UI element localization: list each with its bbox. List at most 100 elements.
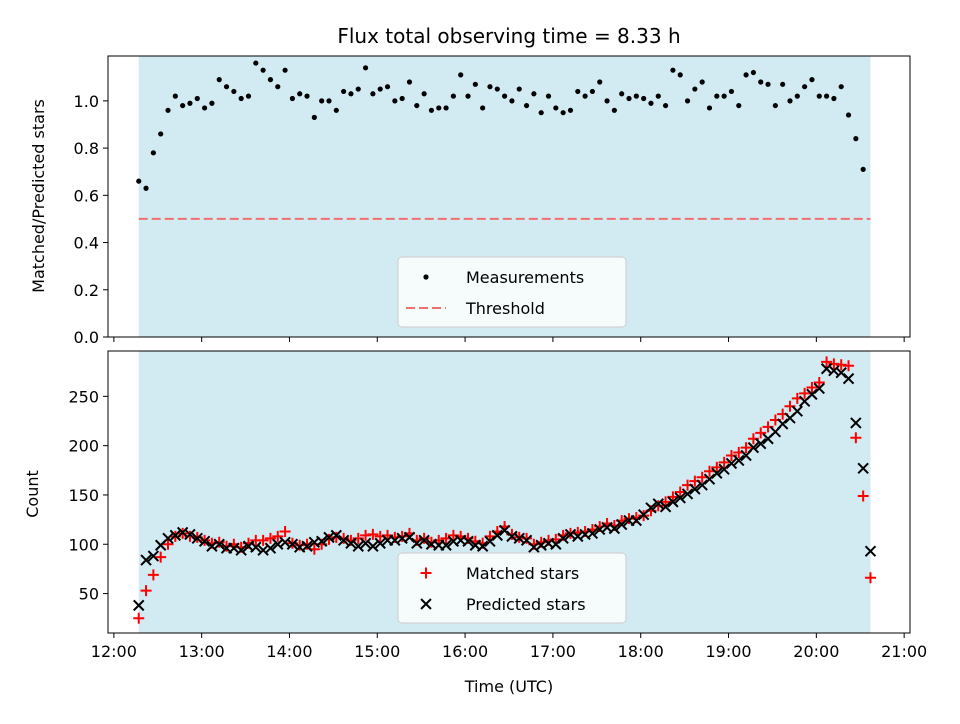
data-point: [747, 441, 760, 454]
data-point: [150, 150, 156, 156]
data-point: [184, 528, 196, 541]
data-point: [850, 432, 862, 444]
data-point: [845, 112, 852, 118]
x-tick-label: 18:00: [618, 642, 664, 661]
data-point: [787, 98, 793, 104]
data-point: [608, 522, 621, 535]
data-point: [758, 79, 764, 85]
data-point: [611, 107, 617, 113]
data-point: [392, 98, 398, 104]
data-point: [864, 572, 876, 584]
data-point: [319, 98, 325, 104]
x-tick-label: 20:00: [793, 642, 839, 661]
data-point: [843, 360, 855, 372]
legend-marker: [420, 567, 432, 579]
data-point: [133, 612, 145, 624]
data-point: [677, 72, 683, 78]
y-tick-label: 1.0: [74, 92, 99, 111]
data-point: [436, 105, 442, 111]
data-point: [662, 102, 669, 109]
data-point: [711, 467, 723, 479]
data-point: [857, 462, 869, 475]
series-measurements: [136, 60, 866, 191]
data-point: [696, 471, 708, 483]
axes-frame: [107, 55, 911, 338]
data-point: [458, 72, 464, 78]
data-point: [245, 93, 252, 99]
legend-box: [397, 256, 627, 328]
y-tick-label: 0.8: [74, 139, 99, 158]
data-point: [326, 98, 332, 104]
legend-box: [397, 552, 627, 624]
data-point: [440, 539, 452, 551]
legend-label: Predicted stars: [466, 595, 586, 614]
data-point: [165, 107, 171, 113]
data-point: [158, 131, 164, 137]
data-point: [733, 454, 745, 467]
data-point: [692, 86, 698, 92]
y-tick-label: 0.2: [74, 281, 99, 300]
data-point: [674, 486, 686, 498]
data-point: [864, 545, 877, 557]
data-point: [725, 457, 738, 470]
data-point: [264, 542, 277, 554]
data-point: [286, 538, 299, 550]
data-point: [272, 530, 284, 542]
data-point: [842, 372, 855, 385]
data-point: [133, 599, 145, 612]
data-point: [659, 501, 672, 513]
data-point: [806, 381, 818, 393]
data-point: [813, 382, 825, 395]
data-point: [414, 102, 420, 109]
data-point: [521, 532, 533, 544]
data-point: [831, 95, 837, 102]
data-point: [411, 537, 423, 549]
data-point: [780, 81, 786, 87]
data-point: [143, 185, 149, 191]
data-point: [667, 496, 679, 508]
data-point: [465, 93, 471, 99]
legend-label: Matched stars: [466, 564, 579, 583]
data-point: [191, 532, 203, 545]
data-point: [367, 540, 379, 552]
data-point: [681, 488, 694, 500]
data-point: [557, 532, 569, 545]
data-point: [213, 538, 225, 550]
data-point: [480, 105, 486, 111]
bottom-y-axis-label: Count: [23, 470, 42, 518]
data-point: [450, 93, 456, 99]
data-point: [155, 551, 167, 563]
y-tick-label: 150: [68, 486, 99, 505]
data-point: [523, 102, 530, 109]
data-point: [377, 86, 383, 92]
data-point: [162, 538, 174, 550]
data-point: [147, 550, 160, 562]
data-point: [838, 84, 844, 90]
data-point: [755, 437, 767, 450]
data-point: [706, 105, 713, 111]
data-point: [516, 86, 522, 92]
data-point: [362, 65, 369, 71]
data-point: [257, 534, 269, 546]
data-point: [645, 502, 657, 514]
data-point: [615, 518, 628, 531]
x-tick-label: 16:00: [442, 642, 488, 661]
data-point: [597, 79, 603, 85]
data-point: [491, 529, 503, 542]
data-point: [367, 528, 379, 540]
data-point: [275, 84, 281, 90]
data-point: [857, 490, 869, 502]
data-point: [238, 95, 244, 102]
data-point: [743, 72, 749, 78]
x-tick-label: 19:00: [705, 642, 751, 661]
data-point: [260, 67, 266, 73]
data-point: [531, 91, 537, 97]
data-point: [231, 88, 237, 95]
y-tick-label: 0.6: [74, 186, 99, 205]
data-point: [264, 532, 276, 544]
data-point: [545, 93, 552, 99]
data-point: [352, 540, 364, 552]
y-tick-label: 250: [68, 387, 99, 406]
data-point: [476, 540, 489, 552]
x-tick-label: 12:00: [91, 642, 137, 661]
